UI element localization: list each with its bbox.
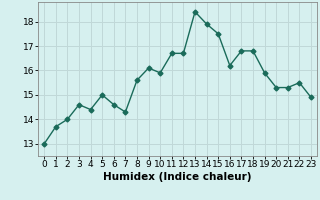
X-axis label: Humidex (Indice chaleur): Humidex (Indice chaleur) — [103, 172, 252, 182]
